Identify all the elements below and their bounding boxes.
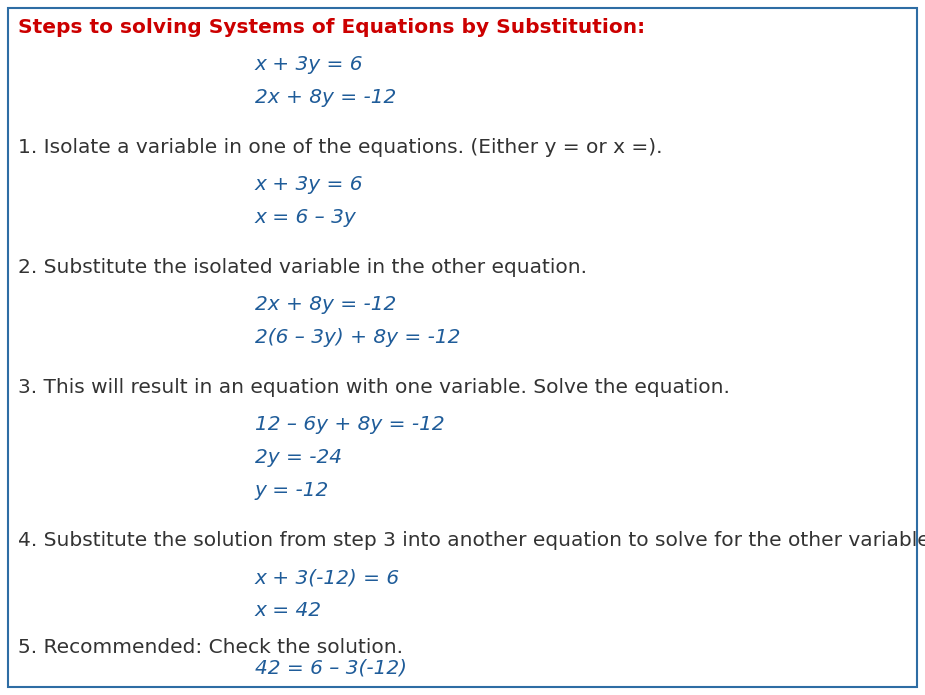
Text: 2x + 8y = -12: 2x + 8y = -12 xyxy=(255,295,396,314)
Text: x + 3(-12) = 6: x + 3(-12) = 6 xyxy=(255,568,401,587)
Text: x + 3y = 6: x + 3y = 6 xyxy=(255,175,364,194)
Text: x = 6 – 3y: x = 6 – 3y xyxy=(255,208,357,227)
Text: 1. Isolate a variable in one of the equations. (Either y = or x =).: 1. Isolate a variable in one of the equa… xyxy=(18,138,662,157)
Text: 4. Substitute the solution from step 3 into another equation to solve for the ot: 4. Substitute the solution from step 3 i… xyxy=(18,531,925,550)
Text: x + 3y = 6: x + 3y = 6 xyxy=(255,55,364,74)
Text: 2x + 8y = -12: 2x + 8y = -12 xyxy=(255,88,396,107)
Text: y = -12: y = -12 xyxy=(255,481,329,500)
Text: 2. Substitute the isolated variable in the other equation.: 2. Substitute the isolated variable in t… xyxy=(18,258,587,277)
Text: 5. Recommended: Check the solution.: 5. Recommended: Check the solution. xyxy=(18,638,403,657)
Text: 2(6 – 3y) + 8y = -12: 2(6 – 3y) + 8y = -12 xyxy=(255,328,461,347)
Text: Steps to solving Systems of Equations by Substitution:: Steps to solving Systems of Equations by… xyxy=(18,18,645,37)
Text: 42 = 6 – 3(-12): 42 = 6 – 3(-12) xyxy=(255,658,407,677)
Text: x = 42: x = 42 xyxy=(255,601,322,620)
Text: 2y = -24: 2y = -24 xyxy=(255,448,342,467)
Text: 12 – 6y + 8y = -12: 12 – 6y + 8y = -12 xyxy=(255,415,445,434)
Text: 3. This will result in an equation with one variable. Solve the equation.: 3. This will result in an equation with … xyxy=(18,378,730,397)
